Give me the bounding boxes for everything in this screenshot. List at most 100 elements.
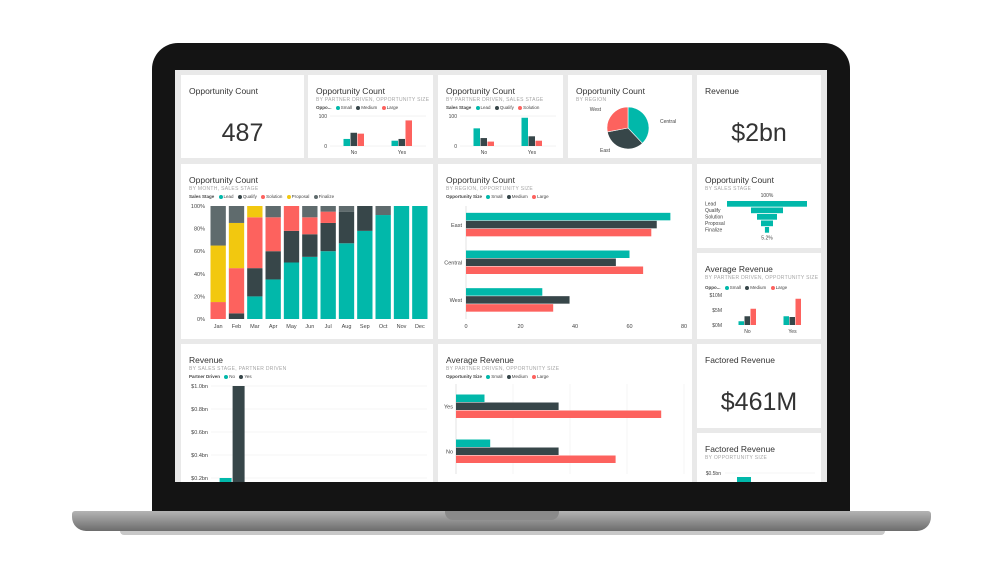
pie-slice-central xyxy=(627,106,650,144)
legend: Sales Stage Lead Qualify Solution xyxy=(446,105,539,110)
tile-opportunity-count-region[interactable]: Opportunity Count BY REGION Central East W… xyxy=(568,75,692,158)
legend-solution: Solution xyxy=(523,105,540,110)
tile-revenue-stage-partner[interactable]: Revenue BY SALES STAGE, PARTNER DRIVEN P… xyxy=(181,344,433,482)
tile-opportunity-count-funnel[interactable]: Opportunity Count BY SALES STAGE 100% Lea… xyxy=(697,164,821,248)
horizontal-bar-chart: Yes No xyxy=(444,384,685,474)
y-tick-label: 60% xyxy=(194,249,205,255)
tile-average-revenue-partner-size-horizontal[interactable]: Average Revenue BY PARTNER DRIVEN, OPPOR… xyxy=(438,344,692,482)
kpi-value: $461M xyxy=(720,388,798,416)
kpi-value: 487 xyxy=(221,119,264,147)
funnel-bar-finalize xyxy=(764,227,770,233)
bar-finalize-jun xyxy=(302,206,318,218)
bar-solution-feb xyxy=(228,268,245,314)
legend-yes: Yes xyxy=(244,374,252,379)
tile-title: Revenue xyxy=(189,355,224,365)
tile-opportunity-count-partner-size[interactable]: Opportunity Count BY PARTNER DRIVEN, OPP… xyxy=(308,75,433,158)
y-tick-label: Yes xyxy=(444,405,453,411)
bar-small-no xyxy=(738,321,744,325)
bar-lead-sep xyxy=(357,230,373,319)
x-tick-label: Jun xyxy=(305,324,314,330)
bar-small-no xyxy=(343,138,350,146)
legend-title: Oppo... xyxy=(705,285,721,290)
tile-factored-revenue-size[interactable]: Factored Revenue BY OPPORTUNITY SIZE $0.… xyxy=(697,433,821,482)
tile-subtitle: BY PARTNER DRIVEN, OPPORTUNITY SIZE xyxy=(446,366,560,372)
x-tick-label: 40 xyxy=(572,324,578,330)
legend-small: Small xyxy=(340,105,353,110)
bar-lead-aug xyxy=(338,243,355,319)
tile-subtitle: BY REGION xyxy=(576,97,607,103)
legend-title: Sales Stage xyxy=(446,105,472,110)
bar-lead-may xyxy=(283,262,300,319)
tile-opportunity-count-partner-stage[interactable]: Opportunity Count BY PARTNER DRIVEN, SAL… xyxy=(438,75,563,158)
tile-factored-revenue-kpi[interactable]: Factored Revenue $461M xyxy=(697,344,821,428)
legend-qualify: Qualify xyxy=(499,105,514,110)
x-tick-label: Aug xyxy=(342,324,352,330)
bar-finalize-oct xyxy=(375,206,391,216)
legend-medium: Medium xyxy=(361,105,378,110)
funnel-bar-lead xyxy=(727,201,807,207)
dashboard-screen: Opportunity Count 487 Opportunity Count … xyxy=(175,70,827,482)
tile-title: Opportunity Count xyxy=(446,175,515,185)
funnel-bar-qualify xyxy=(751,207,783,214)
y-tick-label: 0 xyxy=(454,144,457,150)
bar-finalize-jan xyxy=(210,206,226,246)
bar-chart: 100 0 No Yes xyxy=(319,114,426,156)
x-tick-label: Jul xyxy=(325,324,332,330)
bar-proposal-feb xyxy=(228,222,245,269)
x-tick-label: Mar xyxy=(250,324,260,330)
tile-subtitle: BY PARTNER DRIVEN, OPPORTUNITY SIZE xyxy=(705,275,819,281)
bar-large-west xyxy=(466,304,554,312)
legend-medium: Medium xyxy=(511,374,528,379)
legend-title: Sales Stage xyxy=(189,194,215,199)
tile-subtitle: BY REGION, OPPORTUNITY SIZE xyxy=(446,186,534,192)
tile-opportunity-count-region-size[interactable]: Opportunity Count BY REGION, OPPORTUNITY… xyxy=(438,164,692,339)
x-tick-label: No xyxy=(481,150,488,156)
tile-title: Average Revenue xyxy=(446,355,514,365)
x-tick-label: Apr xyxy=(269,324,278,330)
pie-slice-east xyxy=(607,127,643,150)
bar-finalize-feb xyxy=(228,206,245,223)
bar-solution-no xyxy=(487,141,494,146)
funnel-bottom-label: 5.2% xyxy=(761,236,773,242)
y-tick-label: $0.2bn xyxy=(191,476,208,482)
legend-qualify: Qualify xyxy=(242,194,257,199)
tile-revenue-kpi[interactable]: Revenue $2bn xyxy=(697,75,821,158)
bar-solution-jun xyxy=(302,217,318,235)
y-tick-label: $0M xyxy=(712,323,722,329)
tile-opportunity-count-kpi[interactable]: Opportunity Count 487 xyxy=(181,75,304,158)
y-tick-label: $5M xyxy=(712,308,722,314)
laptop-base xyxy=(72,511,931,531)
x-tick-label: Oct xyxy=(379,324,388,330)
bar-chart: 100 0 No Yes xyxy=(449,114,556,156)
bar-lead-jun xyxy=(302,256,318,319)
bar-small-no xyxy=(456,439,491,447)
y-tick-label: 0 xyxy=(324,144,327,150)
x-tick-label: Nov xyxy=(397,324,407,330)
legend-finalize: Finalize xyxy=(318,194,335,199)
bar-qualify-sep xyxy=(357,206,373,231)
x-tick-label: 80 xyxy=(681,324,687,330)
x-tick-label: No xyxy=(744,329,751,335)
tile-subtitle: BY MONTH, SALES STAGE xyxy=(189,186,259,192)
y-tick-label: 100% xyxy=(191,204,205,210)
legend-solution: Solution xyxy=(266,194,283,199)
pie-slice-west xyxy=(606,106,629,133)
bar-finalize-apr xyxy=(265,206,281,218)
tile-average-revenue-partner-size[interactable]: Average Revenue BY PARTNER DRIVEN, OPPOR… xyxy=(697,253,821,339)
y-tick-label: 20% xyxy=(194,294,205,300)
bar-medium-yes xyxy=(398,138,405,146)
tile-title: Revenue xyxy=(705,86,740,96)
legend-large: Large xyxy=(775,285,788,290)
bar-solution-jul xyxy=(320,211,336,223)
stacked-bar-chart: 100% 80% 60% 40% 20% 0% Jan Feb Mar Apr May Jun Jul A… xyxy=(191,204,428,330)
x-tick-label: 0 xyxy=(464,324,467,330)
bar-large-yes xyxy=(405,120,412,146)
bar-large-no xyxy=(750,308,756,325)
x-tick-label: Jan xyxy=(214,324,223,330)
bar-qualify-jun xyxy=(302,234,318,257)
bar-lead-mar xyxy=(247,296,263,319)
y-tick-label: 0% xyxy=(197,317,205,323)
funnel-top-label: 100% xyxy=(761,193,774,199)
bar-solution-may xyxy=(283,206,300,231)
tile-opportunity-count-month-stage[interactable]: Opportunity Count BY MONTH, SALES STAGE … xyxy=(181,164,433,339)
